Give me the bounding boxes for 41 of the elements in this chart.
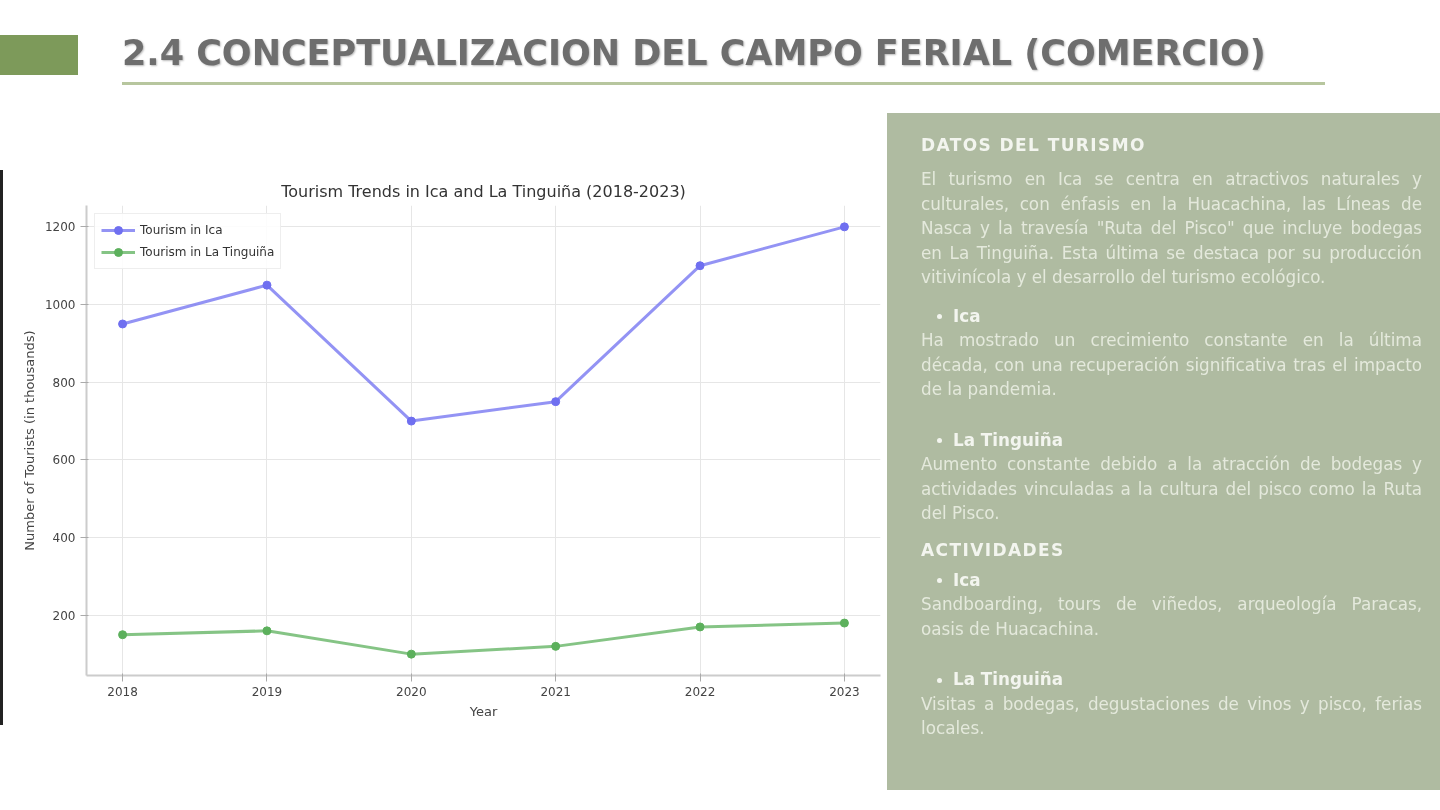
y-tick-label: 400 [52, 531, 76, 546]
legend-label: Tourism in Ica [140, 223, 223, 237]
point [551, 641, 561, 651]
y-tick-label: 1000 [44, 298, 76, 313]
point [262, 626, 272, 636]
text: La Tinguiña [952, 668, 1064, 691]
point [839, 222, 849, 232]
chart-title: Tourism Trends in Ica and La Tinguiña (2018-2023) [280, 181, 686, 201]
point [406, 649, 416, 659]
x-axis-title: Year [468, 703, 498, 719]
text: Aumento constante debido a la atracción de bodegas y actividades vinculadas a la cultura del pisco como la Ruta del Pisco. [921, 453, 1422, 525]
point [262, 280, 272, 290]
text: La Tinguiña [952, 428, 1064, 452]
point [695, 261, 705, 271]
x-tick-label: 2021 [540, 684, 571, 699]
text: Ica [952, 304, 982, 328]
y-tick-label: 1200 [44, 220, 76, 235]
point [118, 630, 128, 640]
point [695, 622, 705, 632]
point [839, 618, 849, 628]
text: Visitas a bodegas, degustaciones de vinos y pisco, ferias locales. [921, 692, 1422, 740]
x-tick-label: 2022 [684, 684, 716, 699]
text: 2.4 CONCEPTUALIZACION DEL CAMPO FERIAL (COMERCIO) [122, 28, 1325, 85]
text: Sandboarding, tours de viñedos, arqueología Paracas, oasis de Huacachina. [921, 593, 1422, 641]
y-tick-label: 600 [52, 453, 76, 468]
text: Ha mostrado un crecimiento constante en la última década, con una recuperación significativa tras el impacto de la pandemia. [921, 329, 1422, 401]
x-tick-label: 2020 [396, 684, 427, 699]
x-tick-label: 2018 [107, 684, 138, 699]
point [118, 319, 128, 329]
x-tick-label: 2023 [829, 684, 860, 699]
text: El turismo en Ica se centra en atractivos naturales y culturales, con énfasis en la Huacachina, las Líneas de Nasca y la travesía "Ruta del Pisco" que incluye bodegas en La Tinguiña. Esta última se destaca por su producción vitivinícola y el desarrollo del turismo ecológico. [921, 168, 1422, 289]
y-tick-label: 800 [52, 375, 76, 390]
point [406, 416, 416, 426]
y-axis-title: Number of Tourists (in thousands) [21, 330, 37, 551]
text: ACTIVIDADES [921, 538, 1066, 562]
x-tick-label: 2019 [251, 684, 283, 699]
y-tick-label: 200 [52, 608, 76, 623]
text: DATOS DEL TURISMO [921, 134, 1147, 157]
text: Ica [952, 568, 982, 592]
point [551, 397, 561, 407]
legend-label: Tourism in La Tinguiña [140, 245, 275, 259]
